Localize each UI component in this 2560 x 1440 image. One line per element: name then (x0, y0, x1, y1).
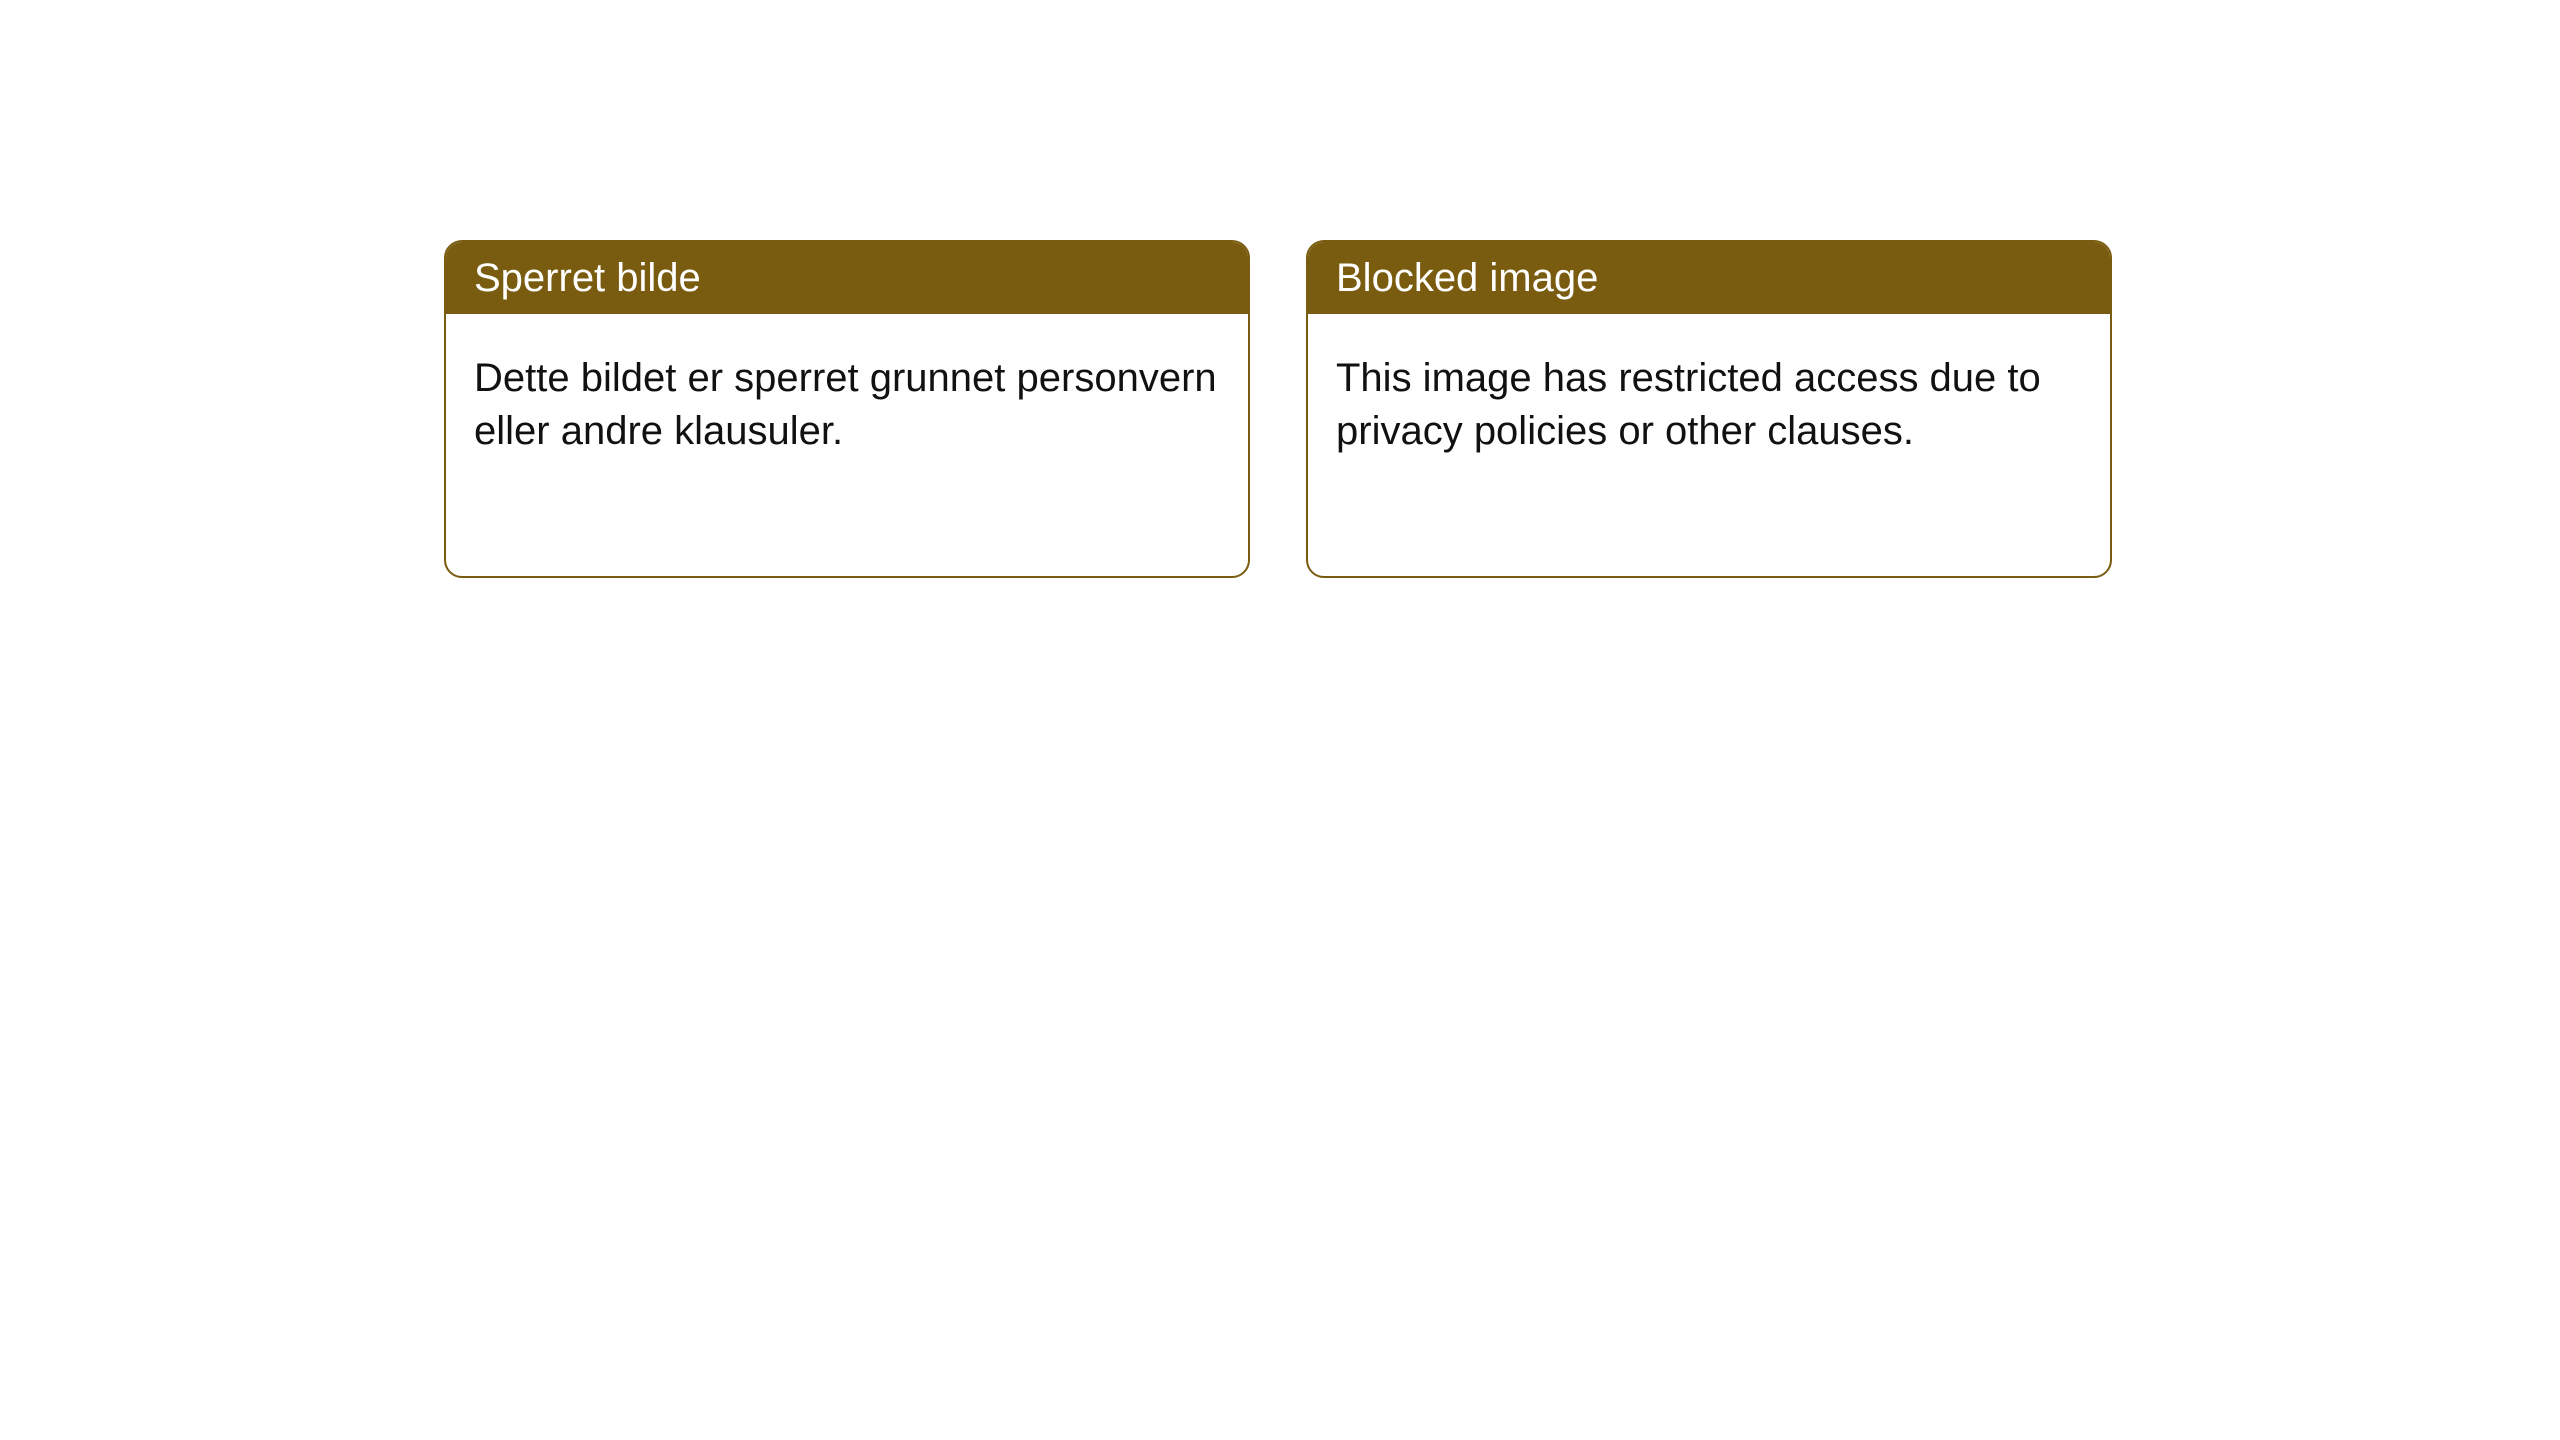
notice-box-english: Blocked image This image has restricted … (1306, 240, 2112, 578)
notice-body: Dette bildet er sperret grunnet personve… (446, 314, 1248, 496)
notice-title: Sperret bilde (474, 256, 701, 300)
notice-header: Sperret bilde (446, 242, 1248, 314)
notice-container: Sperret bilde Dette bildet er sperret gr… (0, 0, 2560, 578)
notice-title: Blocked image (1336, 256, 1598, 300)
notice-box-norwegian: Sperret bilde Dette bildet er sperret gr… (444, 240, 1250, 578)
notice-body: This image has restricted access due to … (1308, 314, 2110, 496)
notice-body-text: This image has restricted access due to … (1336, 356, 2041, 453)
notice-body-text: Dette bildet er sperret grunnet personve… (474, 356, 1217, 453)
notice-header: Blocked image (1308, 242, 2110, 314)
